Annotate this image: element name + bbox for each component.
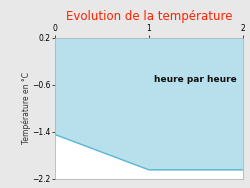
Y-axis label: Température en °C: Température en °C <box>22 72 31 144</box>
Text: heure par heure: heure par heure <box>154 75 237 84</box>
Title: Evolution de la température: Evolution de la température <box>66 10 232 23</box>
